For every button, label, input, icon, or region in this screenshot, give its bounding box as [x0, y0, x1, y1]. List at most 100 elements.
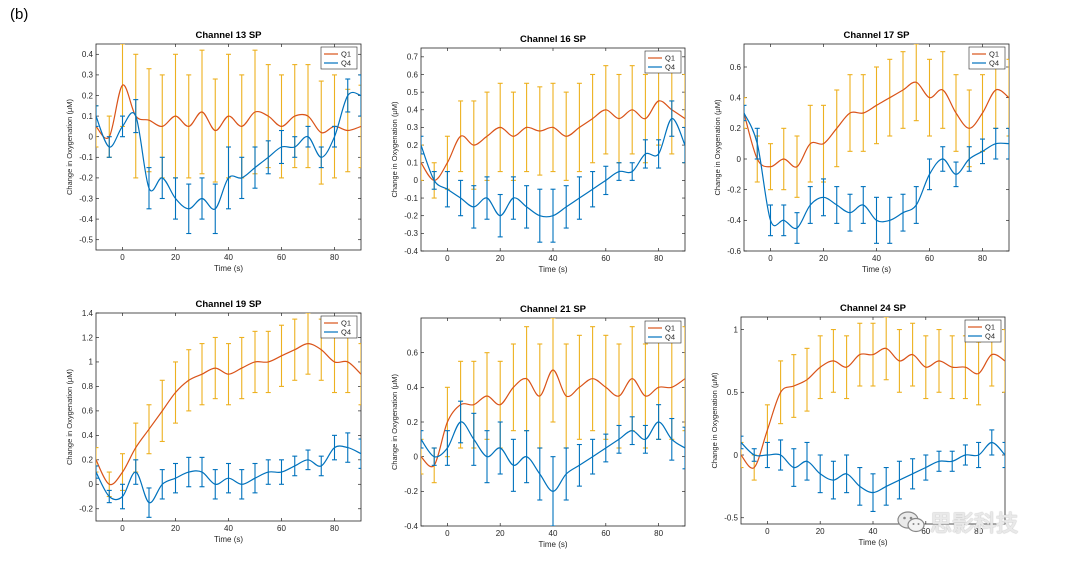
y-tick-label: 0.3: [407, 123, 419, 132]
legend-label: Q1: [665, 54, 675, 63]
legend-box: [320, 315, 358, 339]
x-tick-label: 0: [765, 527, 770, 536]
y-tick-label: 0.4: [407, 383, 419, 392]
legend-label: Q4: [341, 328, 351, 337]
legend-box: [964, 319, 1002, 343]
y-tick-label: 0: [89, 133, 94, 142]
x-tick-label: 60: [601, 254, 610, 263]
y-tick-label: -0.4: [79, 215, 93, 224]
legend-label: Q4: [989, 59, 999, 68]
y-axis-label: Change in Oxygenation (μM): [390, 373, 399, 470]
series-line: [96, 342, 361, 486]
y-tick-label: -0.1: [79, 153, 93, 162]
series-line: [744, 81, 1009, 168]
series-q1: [741, 317, 1005, 481]
y-tick-label: 0.8: [82, 382, 94, 391]
plot-area: [96, 44, 361, 235]
x-tick-label: 60: [921, 527, 930, 536]
y-tick-label: -0.1: [404, 194, 418, 203]
y-tick-label: 0.4: [82, 431, 94, 440]
y-tick-label: -0.2: [404, 487, 418, 496]
y-tick-label: 0: [414, 452, 419, 461]
y-tick-label: 1: [89, 358, 94, 367]
legend-box: [644, 320, 682, 344]
series-q4: [741, 429, 1005, 513]
x-tick-label: 40: [869, 527, 878, 536]
y-tick-label: 0: [737, 155, 742, 164]
plot-area: [744, 44, 1009, 244]
x-axis-label: Time (s): [214, 535, 243, 544]
y-tick-label: -0.2: [404, 211, 418, 220]
series-line: [421, 421, 685, 492]
y-tick-label: 0.1: [82, 112, 94, 121]
y-tick-label: 0.7: [407, 53, 419, 62]
series-q4: [96, 74, 361, 235]
chart-title: Channel 16 SP: [520, 34, 587, 45]
x-tick-label: 60: [277, 253, 286, 262]
legend-label: Q4: [665, 63, 675, 72]
x-tick-label: 80: [974, 527, 983, 536]
y-tick-label: -0.5: [79, 236, 93, 245]
x-tick-label: 60: [925, 254, 934, 263]
chart-4: Channel 19 SP 0 20 40 60 80 -0.2 0 0.2 0.4 0.6 0.8 1…: [65, 299, 362, 544]
y-axis-label: Change in Oxygenation (μM): [65, 98, 74, 195]
series-q1: [96, 313, 361, 498]
y-tick-label: -0.2: [79, 505, 93, 514]
x-tick-label: 80: [654, 254, 663, 263]
legend-label: Q4: [665, 333, 675, 342]
x-tick-label: 0: [445, 254, 450, 263]
x-tick-label: 40: [549, 529, 558, 538]
y-tick-label: 0.4: [730, 93, 742, 102]
chart-title: Channel 24 SP: [840, 303, 907, 314]
y-tick-label: -0.4: [727, 216, 741, 225]
y-tick-label: -0.6: [727, 247, 741, 256]
series-q1: [744, 44, 1009, 198]
x-tick-label: 80: [978, 254, 987, 263]
x-tick-label: 20: [171, 253, 180, 262]
x-tick-label: 20: [496, 529, 505, 538]
plot-area: [421, 318, 685, 526]
y-tick-label: 0.5: [407, 88, 419, 97]
chart-2: Channel 16 SP 0 20 40 60 80 -0.4 -0.3 -0.2 -0.1 0 0…: [390, 34, 686, 274]
legend-label: Q1: [989, 50, 999, 59]
y-tick-label: 1.2: [82, 333, 94, 342]
series-line: [741, 347, 1005, 469]
series-line: [421, 118, 685, 218]
chart-3: Channel 17 SP 0 20 40 60 80 -0.6 -0.4 -0.2 0 0.2 0.…: [713, 30, 1010, 274]
x-tick-label: 40: [224, 253, 233, 262]
legend-box: [644, 50, 682, 74]
series-q4: [744, 104, 1009, 244]
y-tick-label: 1: [734, 325, 739, 334]
watermark-text: 思影科技: [930, 512, 1019, 537]
y-tick-label: 0.1: [407, 159, 419, 168]
y-tick-label: 0.4: [82, 50, 94, 59]
chart-1: Channel 13 SP 0 20 40 60 80 -0.5 -0.4 -0.3 -0.2 -0…: [65, 30, 362, 273]
chart-title: Channel 17 SP: [844, 30, 911, 41]
y-axis-label: Change in Oxygenation (μM): [390, 101, 399, 198]
y-tick-label: 0.6: [82, 407, 94, 416]
x-tick-label: 40: [549, 254, 558, 263]
x-tick-label: 20: [171, 524, 180, 533]
x-tick-label: 20: [496, 254, 505, 263]
y-tick-label: 0: [89, 480, 94, 489]
x-tick-label: 0: [120, 524, 125, 533]
y-tick-label: -0.2: [79, 174, 93, 183]
y-tick-label: 0.2: [82, 91, 94, 100]
chart-title: Channel 21 SP: [520, 304, 587, 315]
wechat-icon: [897, 511, 925, 533]
series-q4: [421, 400, 685, 526]
plot-area: [741, 317, 1005, 513]
series-q4: [421, 100, 685, 243]
series-line: [96, 91, 361, 210]
y-tick-label: -0.5: [724, 514, 738, 523]
y-tick-label: 1.4: [82, 309, 94, 318]
chart-title: Channel 13 SP: [196, 30, 263, 41]
chart-6: Channel 24 SP 0 20 40 60 80 -0.5 0 0.5 1 Time (s) C…: [710, 303, 1006, 547]
y-axis-label: Change in Oxygenation (μM): [65, 368, 74, 465]
y-tick-label: -0.2: [727, 185, 741, 194]
y-tick-label: -0.4: [404, 522, 418, 531]
